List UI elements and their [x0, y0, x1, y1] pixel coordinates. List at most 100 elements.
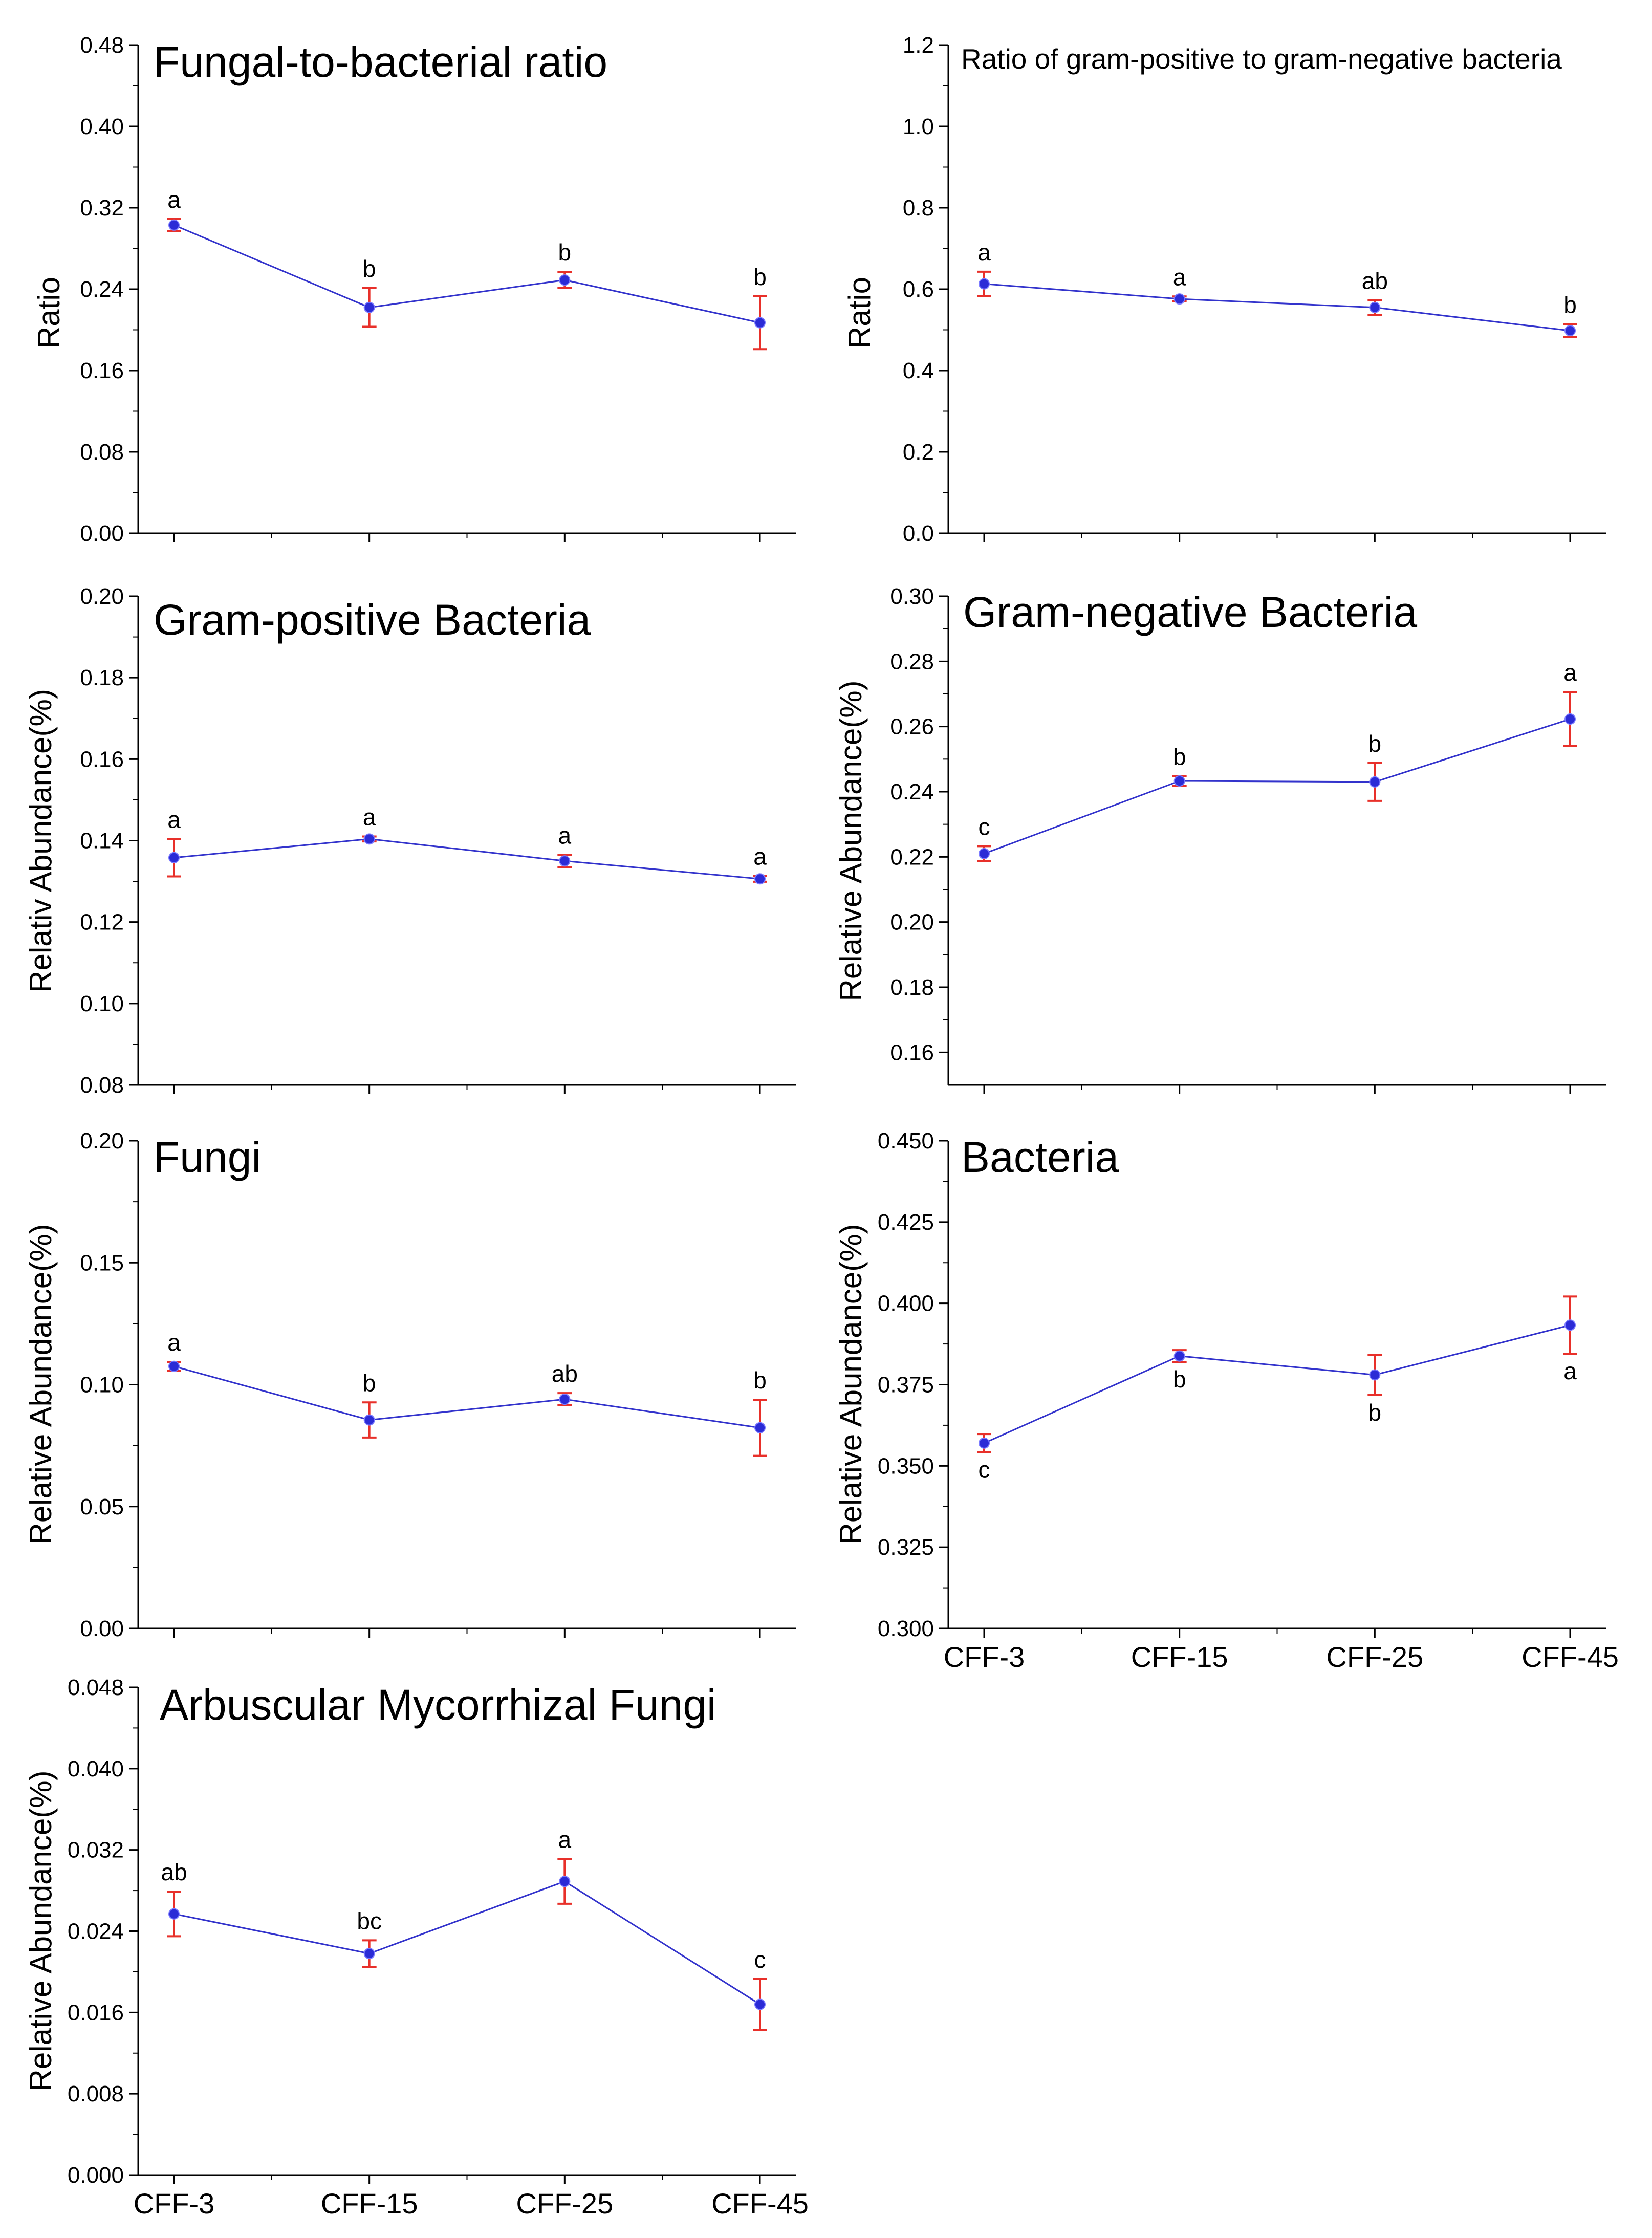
series-line [984, 1324, 1571, 1444]
y-tick-label: 0.24 [80, 277, 124, 302]
significance-letter: a [558, 822, 572, 849]
data-point [168, 219, 180, 231]
data-point [754, 1422, 766, 1433]
data-point [754, 873, 766, 885]
y-tick-label: 0.425 [878, 1210, 934, 1235]
y-tick-label: 0.008 [68, 2081, 124, 2106]
chart-title: Gram-negative Bacteria [963, 588, 1417, 636]
significance-letter: c [754, 1946, 766, 1973]
significance-letter: b [363, 1370, 376, 1396]
significance-letter: a [558, 1827, 572, 1853]
y-tick-label: 0.024 [68, 1919, 124, 1944]
data-point [1369, 301, 1381, 313]
x-tick-label: CFF-45 [711, 2187, 809, 2220]
chart-title: Bacteria [961, 1133, 1119, 1181]
data-point [168, 852, 180, 863]
y-tick-label: 0.05 [80, 1494, 124, 1519]
chart-title: Fungal-to-bacterial ratio [154, 38, 607, 86]
data-point [363, 833, 375, 845]
data-point [559, 1876, 571, 1887]
chart-title: Gram-positive Bacteria [154, 596, 591, 644]
y-tick-label: 0.10 [80, 1373, 124, 1398]
y-tick-label: 0.350 [878, 1453, 934, 1479]
y-tick-label: 0.32 [80, 195, 124, 221]
y-tick-label: 0.48 [80, 33, 124, 58]
significance-letter: b [753, 1367, 767, 1394]
data-point [1173, 775, 1185, 787]
y-axis-label: Ratio [32, 277, 66, 349]
y-tick-label: 0.12 [80, 910, 124, 935]
y-tick-label: 0.8 [903, 195, 934, 221]
data-point [754, 317, 766, 329]
y-tick-label: 0.6 [903, 277, 934, 302]
y-tick-label: 0.14 [80, 829, 124, 854]
y-tick-label: 0.22 [890, 844, 934, 870]
y-tick-label: 0.4 [903, 358, 934, 383]
y-axis-label: Relative Abundance(%) [834, 1224, 868, 1545]
panel-fungi: Fungi Relative Abundance(%) 0.00 0.05 0.10… [24, 1128, 796, 1641]
data-point [559, 1394, 571, 1405]
series-line [984, 718, 1571, 855]
panel-arbuscular-mycorrhizal-fungi: Arbuscular Mycorrhizal Fungi Relative Ab… [24, 1675, 809, 2220]
significance-letter: c [979, 813, 990, 840]
data-point [1564, 325, 1576, 337]
y-tick-label: 0.0 [903, 521, 934, 546]
series-line [173, 1880, 760, 2005]
y-tick-label: 0.20 [80, 584, 124, 609]
y-tick-label: 0.032 [68, 1838, 124, 1863]
significance-letter: a [1563, 1358, 1577, 1384]
panel-gram-negative-bacteria: Gram-negative Bacteria Relative Abundanc… [834, 584, 1606, 1094]
significance-letter: b [558, 239, 572, 266]
x-tick-label: CFF-3 [134, 2187, 215, 2220]
y-tick-label: 0.00 [80, 521, 124, 546]
data-point [979, 848, 990, 859]
panel-gram-positive-to-gram-negative-ratio: Ratio of gram-positive to gram-negative … [842, 33, 1606, 546]
significance-letter: a [363, 804, 376, 831]
significance-letter: b [363, 255, 376, 282]
chart-title: Ratio of gram-positive to gram-negative … [961, 43, 1562, 75]
y-axis-label: Relative Abundance(%) [24, 1770, 58, 2091]
panel-fungal-to-bacterial-ratio: Fungal-to-bacterial ratio Ratio 0.00 0.08… [32, 33, 796, 546]
series-line [173, 1365, 760, 1429]
y-axis-label: Relative Abundance(%) [24, 1224, 58, 1545]
y-axis-label: Relative Abundance(%) [834, 680, 868, 1001]
data-point [168, 1360, 180, 1372]
y-tick-label: 0.18 [80, 665, 124, 690]
significance-letter: c [979, 1457, 990, 1483]
data-point [1173, 293, 1185, 305]
x-tick-label: CFF-15 [1131, 1641, 1228, 1673]
significance-letter: a [753, 843, 767, 870]
y-tick-label: 0.20 [890, 910, 934, 935]
data-point [754, 1998, 766, 2010]
data-point [1369, 776, 1381, 788]
data-point [1564, 1319, 1576, 1331]
data-point [1173, 1350, 1185, 1362]
data-point [1564, 713, 1576, 725]
significance-letter: ab [552, 1360, 578, 1387]
y-tick-label: 0.400 [878, 1291, 934, 1316]
y-tick-label: 0.040 [68, 1756, 124, 1781]
y-tick-label: 0.000 [68, 2163, 124, 2188]
y-tick-label: 0.00 [80, 1616, 124, 1641]
significance-letter: a [1173, 264, 1186, 290]
data-point [363, 1948, 375, 1960]
data-point [559, 855, 571, 867]
y-tick-label: 0.24 [890, 779, 934, 805]
panel-bacteria: Bacteria Relative Abundance(%) 0.300 0.32… [834, 1128, 1619, 1673]
significance-letter: a [167, 1329, 181, 1356]
y-tick-label: 0.08 [80, 440, 124, 465]
significance-letter: b [1173, 743, 1186, 770]
y-tick-label: 0.2 [903, 440, 934, 465]
y-tick-label: 0.016 [68, 2000, 124, 2025]
significance-letter: ab [161, 1859, 187, 1885]
series-line [173, 224, 760, 324]
x-tick-label: CFF-15 [321, 2187, 418, 2220]
y-tick-label: 0.300 [878, 1616, 934, 1641]
significance-letter: bc [357, 1907, 382, 1934]
y-tick-label: 0.40 [80, 114, 124, 139]
y-tick-label: 0.048 [68, 1675, 124, 1700]
y-tick-label: 1.2 [903, 33, 934, 58]
panel-gram-positive-bacteria: Gram-positive Bacteria Relativ Abundance… [24, 584, 796, 1098]
y-tick-label: 0.18 [890, 975, 934, 1000]
data-point [979, 1437, 990, 1449]
